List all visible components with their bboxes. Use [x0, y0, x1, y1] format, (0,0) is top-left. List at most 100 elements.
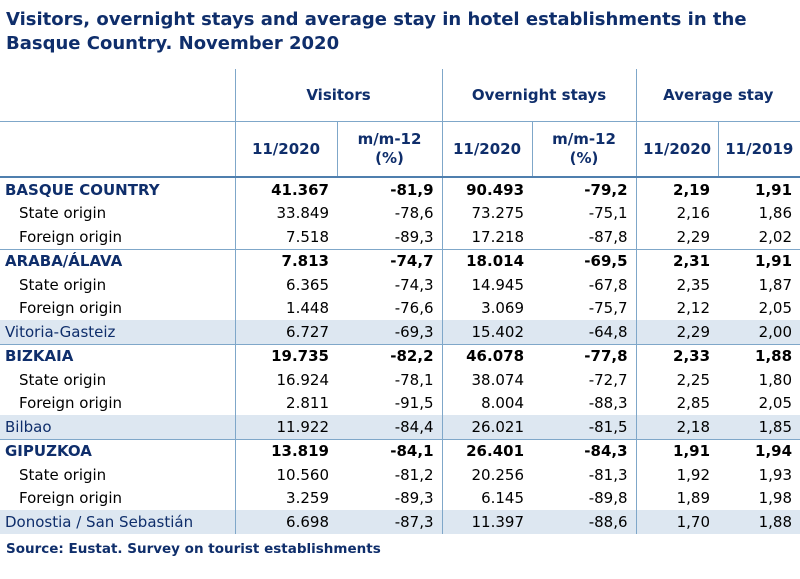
average-2019: 1,93 [758, 465, 793, 484]
visitors-value: 6.727 [234, 320, 337, 344]
average-2020: 2,25 [635, 368, 719, 392]
visitors-value: 33.849 [234, 201, 337, 225]
overnight-value: 14.945 [441, 273, 533, 297]
average-2020: 2,85 [635, 391, 719, 415]
header-corner [0, 69, 235, 122]
average-2019: 2,05 [758, 299, 793, 318]
overnight-value: 26.401 [441, 438, 533, 463]
overnight-change: -89,8 [588, 489, 628, 508]
row-label: State origin [19, 204, 107, 223]
table-row-city: Bilbao 11.922 -84,4 26.021 -81,5 2,18 1,85 [0, 415, 800, 439]
title-line-1: Visitors, overnight stays and average st… [6, 9, 747, 30]
visitors-value: 41.367 [234, 177, 337, 202]
visitors-change: -78,1 [394, 370, 434, 389]
row-label: GIPUZKOA [0, 438, 235, 463]
average-2020: 2,31 [635, 248, 719, 273]
row-label: State origin [19, 275, 107, 294]
overnight-change: -88,3 [588, 394, 628, 413]
visitors-change: -74,7 [337, 248, 443, 273]
source-note: Source: Eustat. Survey on tourist establ… [6, 541, 381, 557]
overnight-change: -79,2 [584, 180, 628, 199]
header-visitors-mm12: m/m-12 (%) [336, 121, 443, 178]
visitors-value: 11.922 [234, 415, 337, 439]
visitors-value: 7.813 [234, 248, 337, 273]
average-2020: 2,33 [635, 343, 719, 368]
overnight-value: 38.074 [441, 368, 533, 392]
table-row: Foreign origin 1.448 -76,6 3.069 -75,7 2,12 2,… [0, 296, 800, 320]
overnight-value: 6.145 [441, 486, 533, 510]
overnight-value: 20.256 [441, 463, 533, 487]
row-label: Vitoria-Gasteiz [0, 320, 235, 344]
row-label: Foreign origin [19, 394, 123, 413]
title-line-2: Basque Country. November 2020 [6, 33, 340, 54]
average-2019: 2,05 [758, 394, 793, 413]
header-average-11-2019: 11/2019 [717, 121, 800, 178]
row-label: ARABA/ÁLAVA [0, 248, 235, 273]
row-label: State origin [19, 465, 107, 484]
overnight-change: -75,1 [588, 204, 628, 223]
visitors-value: 6.365 [234, 273, 337, 297]
overnight-value: 11.397 [441, 510, 533, 534]
average-2020: 2,18 [635, 415, 719, 439]
overnight-value: 8.004 [441, 391, 533, 415]
visitors-value: 16.924 [234, 368, 337, 392]
overnight-change: -67,8 [588, 275, 628, 294]
header-visitors: Visitors [234, 69, 443, 122]
average-2020: 2,12 [635, 296, 719, 320]
visitors-change: -81,9 [390, 180, 434, 199]
header-corner-sub [0, 121, 235, 178]
overnight-change: -84,3 [532, 438, 637, 463]
table-row: Foreign origin 7.518 -89,3 17.218 -87,8 2,29 2… [0, 225, 800, 249]
overnight-change: -64,8 [532, 320, 637, 344]
visitors-change: -82,2 [337, 343, 443, 368]
average-2019: 1,88 [718, 510, 800, 534]
row-label: Bilbao [0, 415, 235, 439]
table-row: State origin 33.849 -78,6 73.275 -75,1 2,16 1,… [0, 201, 800, 225]
average-2020: 1,70 [635, 510, 719, 534]
row-label: BASQUE COUNTRY [5, 180, 160, 199]
overnight-change: -88,6 [532, 510, 637, 534]
overnight-value: 18.014 [441, 248, 533, 273]
visitors-change: -91,5 [394, 394, 434, 413]
visitors-change: -81,2 [394, 465, 434, 484]
average-2020: 2,35 [635, 273, 719, 297]
header-overnight-11-2020: 11/2020 [441, 121, 533, 178]
visitors-value: 7.518 [234, 225, 337, 249]
average-2020: 2,29 [635, 320, 719, 344]
overnight-change: -81,5 [532, 415, 637, 439]
table-row: State origin 10.560 -81,2 20.256 -81,3 1,92 1,… [0, 463, 800, 487]
average-2019: 1,91 [718, 248, 800, 273]
table-row: Foreign origin 3.259 -89,3 6.145 -89,8 1,89 1,… [0, 486, 800, 510]
overnight-value: 73.275 [441, 201, 533, 225]
average-2019: 2,02 [758, 227, 793, 246]
overnight-value: 15.402 [441, 320, 533, 344]
table-row: Foreign origin 2.811 -91,5 8.004 -88,3 2,85 2,… [0, 391, 800, 415]
page-title: Visitors, overnight stays and average st… [6, 8, 796, 56]
table-row-territory: GIPUZKOA 13.819 -84,1 26.401 -84,3 1,91 1,94 [0, 438, 800, 463]
row-label: Foreign origin [19, 299, 123, 318]
average-2020: 1,91 [635, 438, 719, 463]
overnight-change: -72,7 [588, 370, 628, 389]
average-2019: 1,91 [755, 180, 793, 199]
overnight-change: -87,8 [588, 227, 628, 246]
average-2020: 1,89 [635, 486, 719, 510]
visitors-change: -87,3 [337, 510, 443, 534]
overnight-value: 90.493 [441, 177, 533, 202]
average-2019: 1,94 [718, 438, 800, 463]
table-row-territory: BASQUE COUNTRY 41.367 -81,9 90.493 -79,2 2,19… [0, 177, 800, 202]
visitors-change: -74,3 [394, 275, 434, 294]
average-2020: 1,92 [635, 463, 719, 487]
table-row-city: Donostia / San Sebastián 6.698 -87,3 11.397… [0, 510, 800, 534]
visitors-change: -89,3 [394, 489, 434, 508]
visitors-value: 3.259 [234, 486, 337, 510]
overnight-change: -75,7 [588, 299, 628, 318]
header-overnight-mm12: m/m-12 (%) [531, 121, 637, 178]
statistics-table: Visitors Overnight stays Average stay 11… [0, 69, 800, 534]
overnight-value: 3.069 [441, 296, 533, 320]
table-row-city: Vitoria-Gasteiz 6.727 -69,3 15.402 -64,8 2,29… [0, 320, 800, 344]
average-2020: 2,19 [635, 177, 719, 202]
overnight-value: 17.218 [441, 225, 533, 249]
visitors-change: -84,1 [337, 438, 443, 463]
visitors-change: -69,3 [337, 320, 443, 344]
table-row: State origin 16.924 -78,1 38.074 -72,7 2,25 1,… [0, 368, 800, 392]
